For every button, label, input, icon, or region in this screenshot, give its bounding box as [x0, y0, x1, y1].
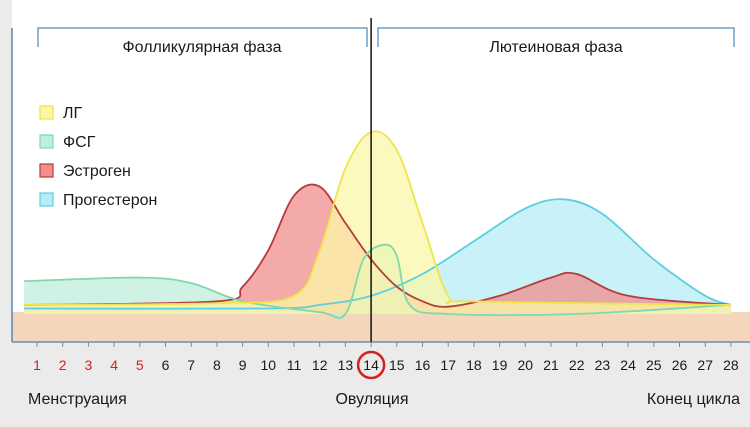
legend-swatch	[39, 192, 54, 207]
x-tick-label: 27	[697, 357, 713, 373]
x-tick-label: 18	[466, 357, 482, 373]
hormone-areas	[12, 131, 750, 342]
hormone-lines	[24, 130, 732, 319]
x-tick-label: 6	[162, 357, 170, 373]
x-tick-label: 28	[723, 357, 739, 373]
line-Эстроген	[24, 183, 731, 308]
legend-swatch	[39, 105, 54, 120]
menstruation-label: Менструация	[28, 391, 127, 408]
x-tick-label: 4	[110, 357, 118, 373]
ovulation-day-circle	[356, 350, 386, 380]
legend-label: Прогестерон	[63, 192, 157, 209]
x-tick-label: 1	[33, 357, 41, 373]
line-ФСГ	[24, 243, 731, 319]
x-tick-label: 11	[287, 357, 302, 373]
legend-label: ЛГ	[63, 105, 83, 122]
legend-swatch	[39, 163, 54, 178]
x-tick-label: 7	[187, 357, 195, 373]
x-tick-label: 5	[136, 357, 144, 373]
x-tick-label: 20	[518, 357, 534, 373]
legend-swatch	[39, 134, 54, 149]
x-tick-label: 22	[569, 357, 585, 373]
x-tick-label: 14	[363, 357, 379, 373]
line-ЛГ	[24, 130, 731, 306]
x-tick-label: 17	[440, 357, 456, 373]
x-tick-label: 26	[672, 357, 688, 373]
x-tick-label: 25	[646, 357, 662, 373]
legend: ЛГ ФСГ Эстроген Прогестерон	[39, 105, 157, 209]
x-tick-label: 21	[543, 357, 559, 373]
x-tick-label: 15	[389, 357, 405, 373]
baseline-band	[12, 312, 750, 342]
x-tick-label: 12	[312, 357, 328, 373]
legend-label: ФСГ	[63, 134, 96, 151]
x-tick-label: 3	[85, 357, 93, 373]
x-tick-label: 9	[239, 357, 247, 373]
legend-label: Эстроген	[63, 163, 131, 180]
area-Эстроген	[24, 184, 731, 314]
follicular-bracket	[37, 27, 368, 47]
x-tick-label: 19	[492, 357, 508, 373]
x-tick-label: 2	[59, 357, 67, 373]
x-ticks: 1 2 3 4 5 6 7 8 9 10 11 12 13 14 15 16 17 18 19 20 21 22 23 24 2…	[33, 342, 739, 373]
x-tick-label: 23	[595, 357, 611, 373]
x-tick-label: 10	[261, 357, 277, 373]
follicular-phase-label: Фолликулярная фаза	[122, 39, 281, 56]
luteal-phase-label: Лютеиновая фаза	[489, 39, 622, 56]
x-tick-label: 13	[338, 357, 354, 373]
luteal-bracket	[377, 27, 735, 47]
ovulation-label: Овуляция	[335, 391, 408, 408]
x-tick-label: 24	[620, 357, 636, 373]
area-ЛГ	[24, 131, 731, 314]
x-tick-label: 8	[213, 357, 221, 373]
cycle-end-label: Конец цикла	[647, 391, 740, 408]
x-tick-label: 16	[415, 357, 431, 373]
